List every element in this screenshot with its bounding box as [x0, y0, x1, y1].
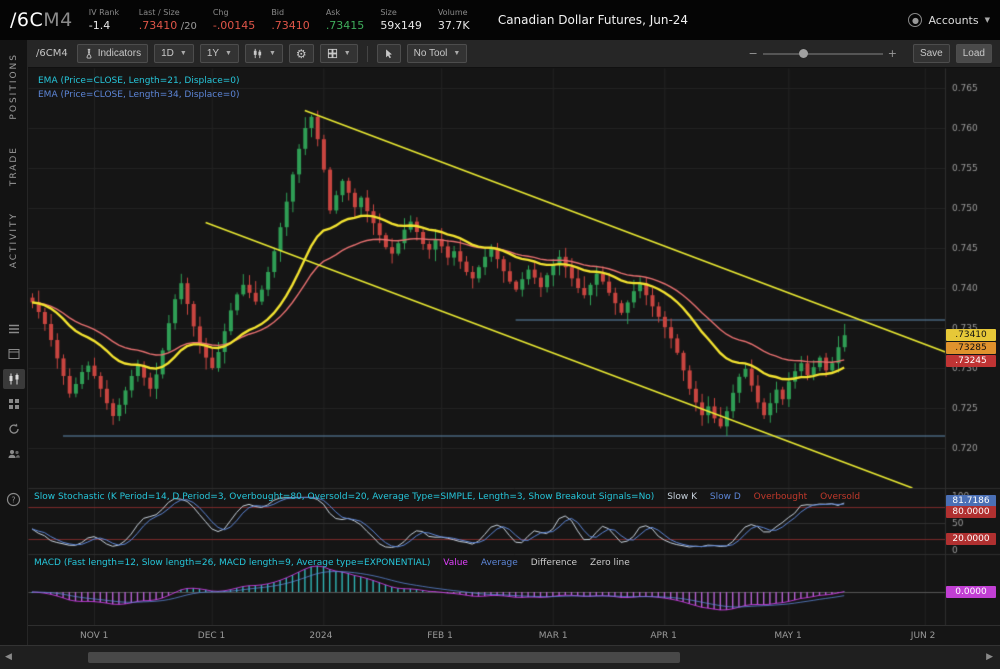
zoom-out-button[interactable]: − [749, 47, 758, 60]
indicators-button[interactable]: Indicators [77, 44, 148, 63]
pointer-tool-button[interactable] [377, 44, 401, 63]
layout-dropdown[interactable]: ▼ [320, 44, 358, 63]
zoom-slider-thumb[interactable] [799, 49, 808, 58]
time-axis-label: MAY 1 [774, 631, 801, 641]
toolbar-separator [367, 46, 368, 62]
stat-chg: Chg -.00145 [213, 8, 255, 32]
gear-icon: ⚙ [296, 47, 307, 61]
time-axis: NOV 1 DEC 1 2024 FEB 1 MAR 1 APR 1 MAY 1 JUN 2 [28, 625, 1000, 645]
sidebar-tab-activity[interactable]: ACTIVITY [9, 212, 19, 268]
stat-bid: Bid .73410 [271, 8, 310, 32]
toolbar-symbol: /6CM4 [36, 48, 68, 59]
time-axis-label: DEC 1 [198, 631, 226, 641]
chart-main-column: /6CM4 Indicators 1D▼ 1Y▼ ▼ ⚙ [28, 40, 1000, 645]
time-axis-label: APR 1 [650, 631, 676, 641]
zoom-in-button[interactable]: + [888, 47, 897, 60]
chart-toolbar: /6CM4 Indicators 1D▼ 1Y▼ ▼ ⚙ [28, 40, 1000, 68]
users-icon[interactable] [3, 444, 25, 464]
time-axis-label: FEB 1 [427, 631, 453, 641]
body-row: POSITIONS TRADE ACTIVITY [0, 40, 1000, 645]
left-sidebar: POSITIONS TRADE ACTIVITY [0, 40, 28, 645]
accounts-menu[interactable]: ● Accounts ▼ [908, 13, 990, 27]
load-button[interactable]: Load [956, 44, 992, 63]
trading-app-window: /6CM4 IV Rank -1.4 Last / Size .73410 /2… [0, 0, 1000, 669]
sidebar-tab-positions[interactable]: POSITIONS [9, 53, 19, 120]
chevron-down-icon: ▼ [985, 16, 990, 24]
svg-text:?: ? [11, 496, 15, 505]
grid-icon[interactable] [3, 394, 25, 414]
cursor-icon [384, 48, 394, 59]
layout-grid-icon [327, 48, 338, 59]
help-icon[interactable]: ? [3, 490, 25, 510]
range-dropdown[interactable]: 1Y▼ [200, 44, 239, 63]
stat-volume: Volume 37.7K [438, 8, 472, 32]
list-icon[interactable] [3, 319, 25, 339]
contract-description: Canadian Dollar Futures, Jun-24 [498, 13, 688, 27]
chevron-down-icon: ▼ [269, 50, 276, 57]
sidebar-icon-rail [3, 319, 25, 464]
horizontal-scrollbar[interactable]: ◀ ▶ [0, 645, 1000, 669]
symbol-title: /6CM4 [10, 9, 73, 31]
chart-style-dropdown[interactable]: ▼ [245, 44, 283, 63]
user-icon: ● [908, 13, 922, 27]
symbol-month: M4 [43, 9, 72, 31]
scroll-left-icon[interactable]: ◀ [5, 652, 12, 662]
scroll-right-icon[interactable]: ▶ [986, 652, 993, 662]
time-axis-label: JUN 2 [911, 631, 936, 641]
time-axis-label: 2024 [309, 631, 332, 641]
chevron-down-icon: ▼ [344, 50, 351, 57]
stat-ask: Ask .73415 [326, 8, 365, 32]
chart-area: EMA (Price=CLOSE, Length=21, Displace=0)… [28, 68, 1000, 625]
flask-icon [84, 48, 94, 59]
chevron-down-icon: ▼ [225, 50, 232, 57]
price-chart-canvas[interactable] [28, 68, 1000, 625]
quote-header: /6CM4 IV Rank -1.4 Last / Size .73410 /2… [0, 0, 1000, 40]
symbol-root: /6C [10, 9, 43, 31]
sidebar-tab-trade[interactable]: TRADE [9, 146, 19, 186]
scrollbar-thumb[interactable] [88, 652, 680, 663]
time-axis-label: MAR 1 [539, 631, 568, 641]
candlestick-icon [252, 48, 263, 59]
zoom-slider[interactable] [763, 53, 883, 55]
stat-size: Size 59x149 [380, 8, 422, 32]
save-button[interactable]: Save [913, 44, 950, 63]
chevron-down-icon: ▼ [453, 50, 460, 57]
stat-last-size: Last / Size .73410 /20 [139, 8, 197, 32]
chart-icon[interactable] [3, 369, 25, 389]
refresh-icon[interactable] [3, 419, 25, 439]
zoom-control: − + [749, 47, 897, 60]
time-axis-label: NOV 1 [80, 631, 108, 641]
chart-settings-button[interactable]: ⚙ [289, 44, 314, 63]
timeframe-dropdown[interactable]: 1D▼ [154, 44, 194, 63]
tool-dropdown[interactable]: No Tool▼ [407, 44, 468, 63]
chevron-down-icon: ▼ [180, 50, 187, 57]
stat-iv-rank: IV Rank -1.4 [89, 8, 123, 32]
window-icon[interactable] [3, 344, 25, 364]
